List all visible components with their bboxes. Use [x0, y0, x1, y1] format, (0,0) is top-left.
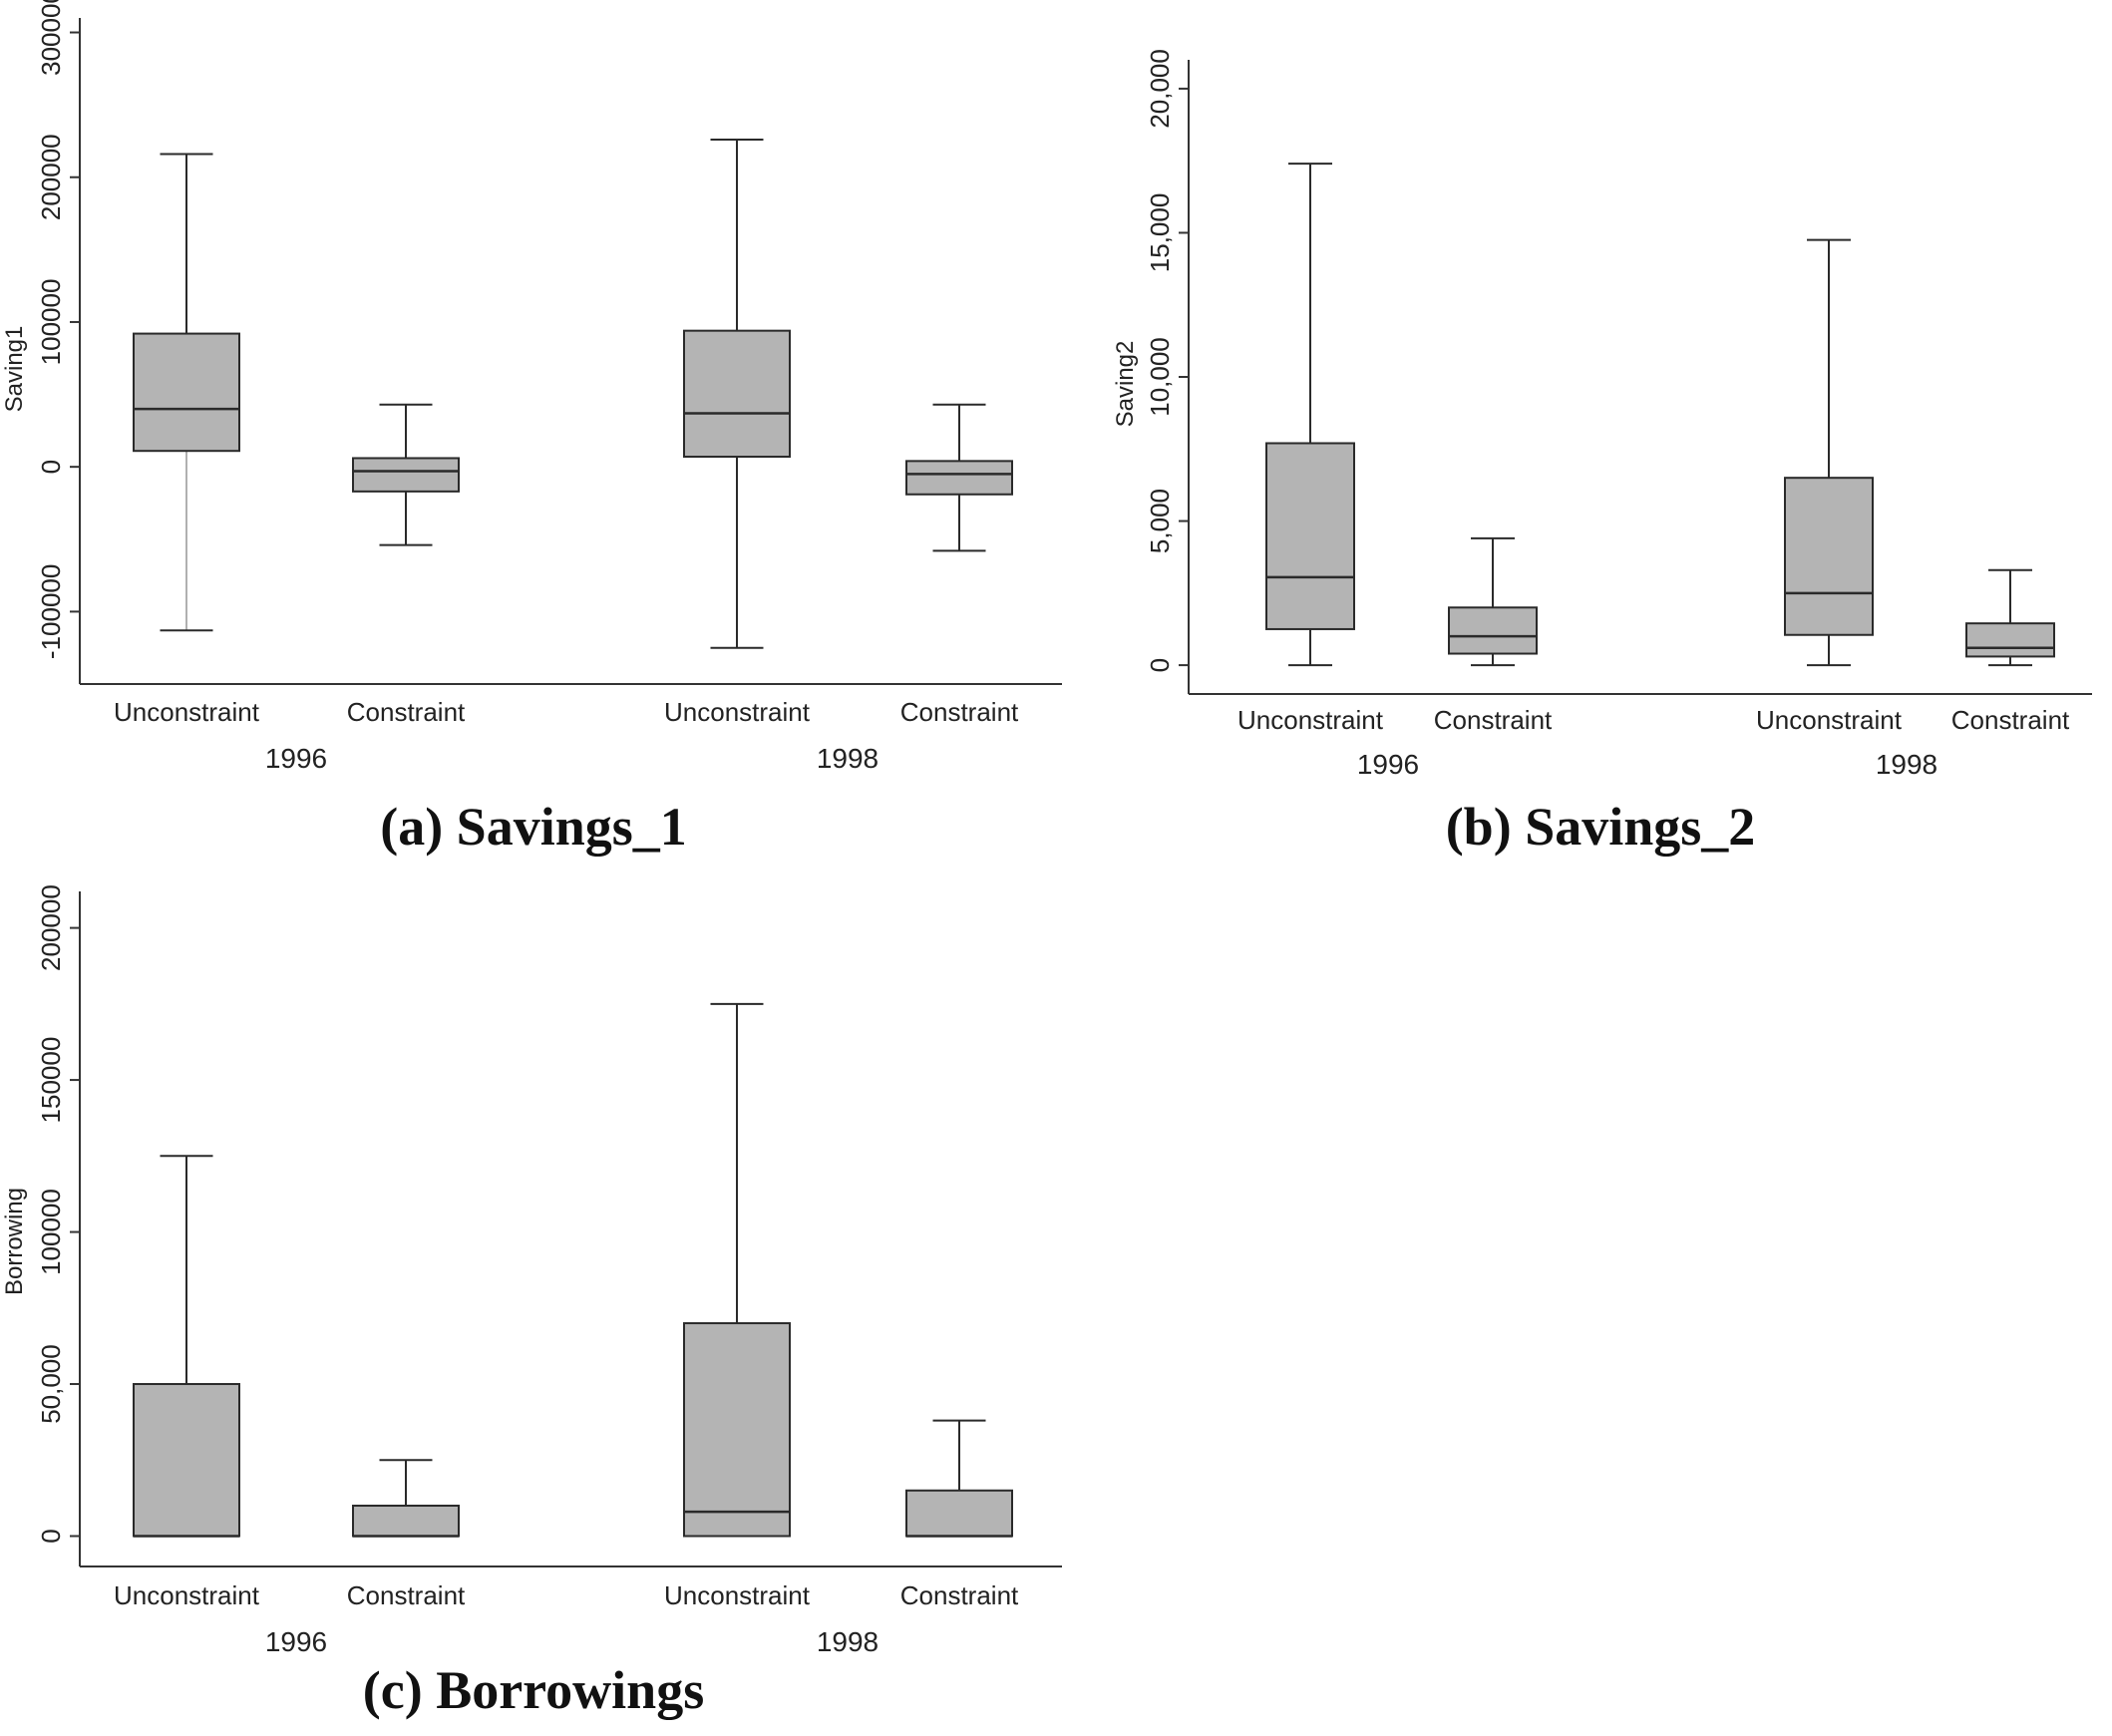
iqr-box	[133, 1383, 240, 1538]
panel-borrowings: (c) Borrowings Borrowing 0 50,000 100000 15…	[1, 884, 1062, 1720]
y-tick-label: -100000	[36, 564, 66, 659]
box-unconstraint-1996	[133, 153, 240, 632]
panel-savings-1: (a) Savings_1 Saving1 -100000 0 100000 2000…	[1, 0, 1062, 857]
y-axis-label: Saving1	[1, 326, 28, 413]
iqr-box	[1265, 442, 1355, 630]
iqr-box	[352, 457, 460, 493]
iqr-box	[1965, 622, 2055, 658]
category-label: Constraint	[900, 697, 1019, 727]
box-constraint-1998	[905, 1419, 1013, 1538]
iqr-box	[133, 332, 240, 453]
category-label: Unconstraint	[114, 697, 260, 727]
y-axis-label: Borrowing	[1, 1188, 28, 1295]
y-tick-label: 50,000	[36, 1344, 66, 1424]
iqr-box	[683, 329, 791, 459]
y-tick-label: 0	[36, 460, 66, 474]
category-label: Constraint	[347, 697, 466, 727]
category-label: Unconstraint	[1756, 705, 1903, 735]
y-tick-label: 150000	[36, 1037, 66, 1124]
iqr-box	[905, 460, 1013, 496]
group-label: 1996	[1357, 749, 1419, 780]
y-tick-label: 20,000	[1145, 49, 1175, 129]
y-tick-label: 10,000	[1145, 337, 1175, 417]
y-tick-label: 100000	[36, 279, 66, 366]
panel-title: (c) Borrowings	[363, 1660, 704, 1720]
box-constraint-1996	[352, 403, 460, 546]
iqr-box	[1448, 606, 1538, 655]
group-label: 1996	[265, 1626, 327, 1657]
box-constraint-1998	[1965, 568, 2055, 667]
box-unconstraint-1998	[683, 1002, 791, 1538]
iqr-box	[683, 1322, 791, 1538]
category-label: Constraint	[900, 1580, 1019, 1610]
category-label: Unconstraint	[664, 1580, 811, 1610]
panel-title: (b) Savings_2	[1446, 797, 1756, 857]
panel-savings-2: (b) Savings_2 Saving2 0 5,000 10,000 15,000…	[1112, 49, 2092, 857]
category-label: Constraint	[1951, 705, 2070, 735]
panel-title: (a) Savings_1	[380, 797, 687, 857]
category-label: Unconstraint	[114, 1580, 260, 1610]
y-tick-label: 15,000	[1145, 193, 1175, 273]
iqr-box	[905, 1489, 1013, 1538]
category-label: Unconstraint	[664, 697, 811, 727]
group-label: 1998	[817, 743, 879, 774]
box-unconstraint-1996	[133, 1155, 240, 1538]
box-constraint-1998	[905, 403, 1013, 552]
box-unconstraint-1996	[1265, 163, 1355, 667]
y-tick-label: 200000	[36, 134, 66, 220]
y-tick-label: 200000	[36, 884, 66, 971]
box-unconstraint-1998	[1784, 238, 1874, 667]
box-constraint-1996	[1448, 536, 1538, 667]
category-label: Constraint	[347, 1580, 466, 1610]
y-tick-label: 300000	[36, 0, 66, 76]
y-tick-label: 5,000	[1145, 489, 1175, 553]
group-label: 1998	[817, 1626, 879, 1657]
y-tick-label: 0	[1145, 658, 1175, 672]
box-unconstraint-1998	[683, 138, 791, 649]
iqr-box	[352, 1505, 460, 1538]
iqr-box	[1784, 477, 1874, 636]
category-label: Unconstraint	[1237, 705, 1384, 735]
category-label: Constraint	[1434, 705, 1553, 735]
box-constraint-1996	[352, 1459, 460, 1538]
y-axis-label: Saving2	[1112, 341, 1139, 428]
group-label: 1996	[265, 743, 327, 774]
y-tick-label: 0	[36, 1529, 66, 1543]
group-label: 1998	[1876, 749, 1937, 780]
y-tick-label: 100000	[36, 1189, 66, 1275]
